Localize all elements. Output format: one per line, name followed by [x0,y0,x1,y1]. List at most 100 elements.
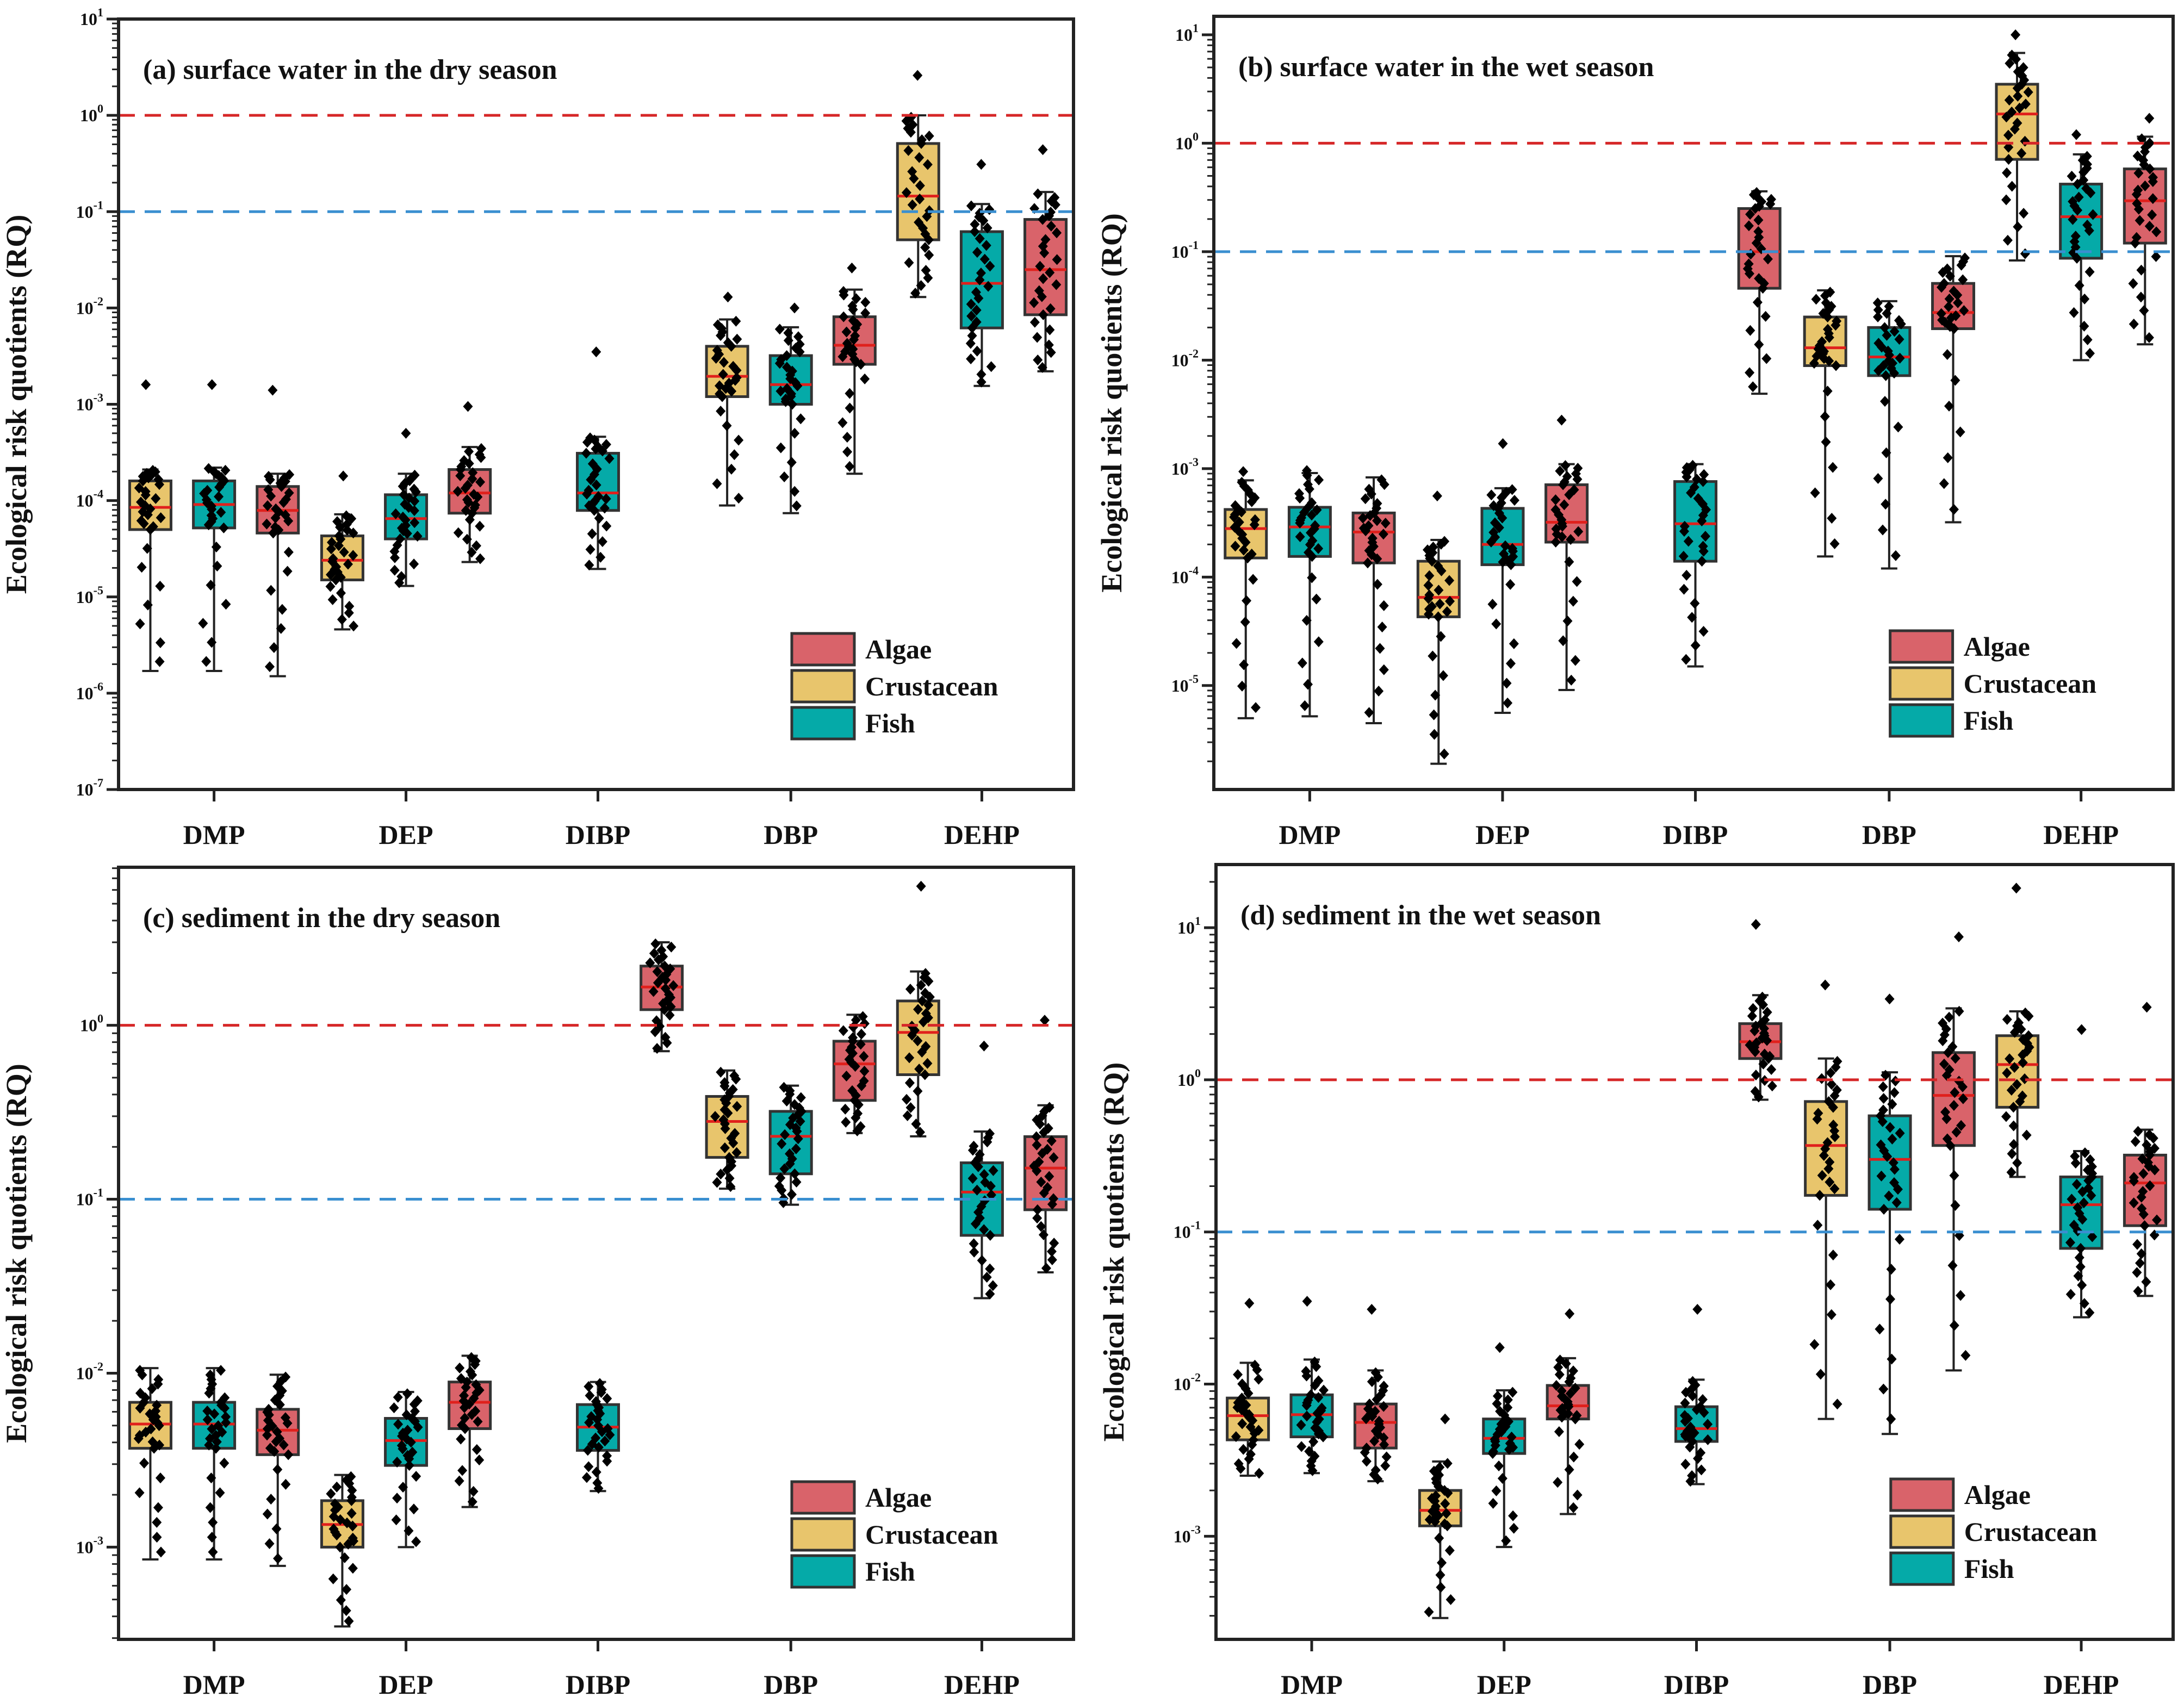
data-point [1361,1456,1372,1467]
data-point [1572,1410,1582,1421]
data-point [409,469,420,481]
data-point [2136,1248,2146,1259]
y-tick-label: 10-2 [1171,346,1199,370]
data-point [722,420,732,431]
data-point [1753,226,1764,237]
data-point [1237,1418,1248,1429]
data-point [1696,1464,1707,1476]
box-dbp-crustacean [705,291,749,507]
data-point [1687,1470,1697,1481]
data-point [332,516,343,527]
data-point [724,1172,735,1184]
data-point [913,1004,923,1015]
data-point [2145,1180,2155,1191]
data-point [1254,1425,1264,1436]
box-dmp-fish [192,1365,237,1561]
data-point [910,288,921,299]
data-point [1895,352,1905,364]
data-point [1828,1250,1838,1261]
data-point [1568,1451,1579,1463]
data-point [1431,1490,1441,1501]
data-point [476,443,487,454]
data-point [1894,315,1904,326]
data-point [2138,1186,2148,1197]
data-point [2144,1129,2155,1141]
data-point [1032,1213,1043,1224]
box-iqr [1673,480,1718,563]
data-point [2069,1220,2079,1231]
y-tick-base: 10 [1177,918,1195,937]
data-point [2073,1270,2083,1282]
data-point [468,1485,479,1497]
data-point [1307,497,1317,508]
data-point [401,1409,412,1421]
data-point [1947,1041,1958,1052]
data-point [1699,469,1709,480]
data-point [665,1010,675,1021]
data-point [1302,1410,1312,1422]
data-point [594,1378,605,1389]
data-point [466,1352,476,1363]
data-point [1237,680,1247,692]
data-point [1690,639,1701,651]
data-point [206,580,216,591]
data-point [793,331,804,343]
box-dehp-crustacean [1995,882,2040,1178]
data-point [1939,478,1949,489]
data-point [1042,1143,1052,1155]
data-point [2068,196,2078,207]
data-point [1766,194,1777,205]
box-dep-algae [1546,1308,1590,1515]
data-point [1429,709,1439,720]
data-point [1759,1048,1770,1060]
x-tick-label: DEHP [944,1669,1020,1697]
data-point [1747,1010,1757,1022]
data-point [1894,334,1904,345]
data-point [1486,489,1497,501]
data-point [1822,386,1833,397]
x-tick-label: DBP [1863,1669,1917,1697]
data-point [1029,297,1039,308]
data-point [328,1524,339,1535]
data-point [1679,583,1689,595]
data-point [2020,1073,2030,1085]
data-point [982,222,992,234]
data-point [1038,273,1048,284]
data-point [198,618,208,629]
data-point [2137,1203,2147,1214]
y-tick-base: 10 [76,780,94,799]
data-point [779,1081,789,1093]
data-point [907,199,917,210]
data-point [666,941,677,953]
data-point [1380,518,1391,529]
y-tick-base: 10 [76,1363,94,1383]
data-point [1759,278,1769,289]
data-point [409,558,419,570]
data-point [2017,147,2027,159]
data-point [1032,1204,1043,1215]
data-point [2129,1197,2139,1209]
data-point [715,380,725,391]
box-dehp-fish [2059,129,2104,362]
data-point [263,470,274,482]
data-point [271,1523,282,1534]
data-point [1876,1139,1886,1151]
data-point [1889,1177,1899,1189]
data-point [920,242,930,253]
data-point [860,307,871,319]
data-point [1313,543,1324,554]
data-point [272,1426,282,1438]
data-point [921,1041,931,1052]
data-point [979,1224,989,1235]
data-point [1693,493,1703,504]
data-point [1679,1410,1690,1421]
data-point [211,542,221,553]
data-point [2073,1202,2083,1214]
data-point [602,1450,612,1462]
data-point [2002,1067,2012,1079]
data-point [731,1147,742,1158]
y-tick-label: 10-2 [1174,1371,1201,1394]
data-point [1367,532,1378,544]
data-point [152,1532,162,1543]
y-tick-exponent: -2 [1189,346,1199,360]
